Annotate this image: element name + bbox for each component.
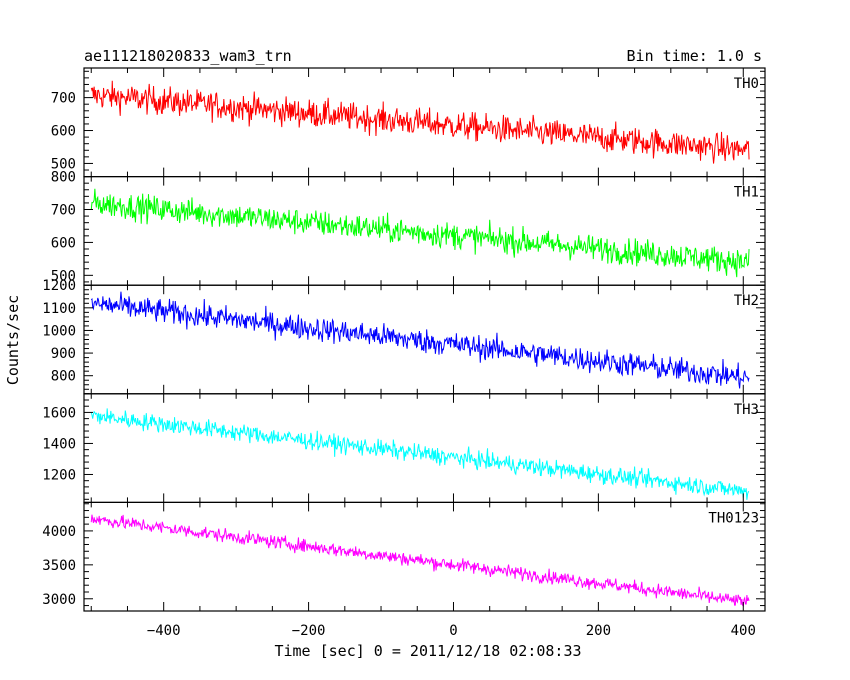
panel-th1: 500 600 700 800 TH1 xyxy=(51,170,766,286)
y-tick-label: 800 xyxy=(51,369,76,385)
y-axis-label: Counts/sec xyxy=(4,295,22,385)
series-th3-line xyxy=(90,408,750,500)
panel-th3: 1200 1400 1600 TH3 xyxy=(42,393,766,503)
y-tick-label: 4000 xyxy=(42,524,76,540)
series-th1-line xyxy=(90,188,750,278)
series-th2-line xyxy=(90,291,750,389)
series-th0123-line xyxy=(90,514,750,608)
panel-label: TH0123 xyxy=(708,510,759,526)
panel-label: TH3 xyxy=(734,402,759,418)
x-tick-label: −400 xyxy=(147,623,181,639)
x-axis-label: Time [sec] 0 = 2011/12/18 02:08:33 xyxy=(274,642,581,660)
y-tick-label: 700 xyxy=(51,203,76,219)
y-tick-label: 500 xyxy=(51,268,76,284)
panel-label: TH2 xyxy=(734,293,759,309)
x-tick-label: −200 xyxy=(292,623,326,639)
panel-frame xyxy=(83,176,766,286)
panel-th2: 800 900 1000 1100 1200 TH2 xyxy=(42,278,766,395)
panel-label: TH1 xyxy=(734,185,759,201)
panel-th0123: 3000 3500 4000 TH0123 xyxy=(42,501,766,612)
x-tick-label: 200 xyxy=(586,623,611,639)
y-tick-label: 3000 xyxy=(42,592,76,608)
y-tick-label: 600 xyxy=(51,235,76,251)
y-tick-label: 700 xyxy=(51,91,76,107)
panel-frame xyxy=(83,501,766,612)
panel-th0: 500 600 700 TH0 xyxy=(51,67,766,178)
y-tick-label: 1100 xyxy=(42,301,76,317)
y-tick-label: 1200 xyxy=(42,278,76,294)
y-tick-label: 1000 xyxy=(42,323,76,339)
y-tick-label: 600 xyxy=(51,124,76,140)
x-tick-label: 400 xyxy=(731,623,756,639)
y-tick-label: 1400 xyxy=(42,436,76,452)
y-tick-label: 500 xyxy=(51,156,76,172)
chart-title: ae111218020833_wam3_trn xyxy=(84,47,292,65)
series-th0-line xyxy=(90,80,750,164)
y-tick-label: 800 xyxy=(51,170,76,186)
chart-subtitle: Bin time: 1.0 s xyxy=(627,47,762,65)
y-tick-label: 1200 xyxy=(42,467,76,483)
x-tick-label: 0 xyxy=(449,623,457,639)
panel-label: TH0 xyxy=(734,76,759,92)
y-tick-label: 900 xyxy=(51,346,76,362)
y-tick-label: 1600 xyxy=(42,405,76,421)
y-tick-label: 3500 xyxy=(42,558,76,574)
